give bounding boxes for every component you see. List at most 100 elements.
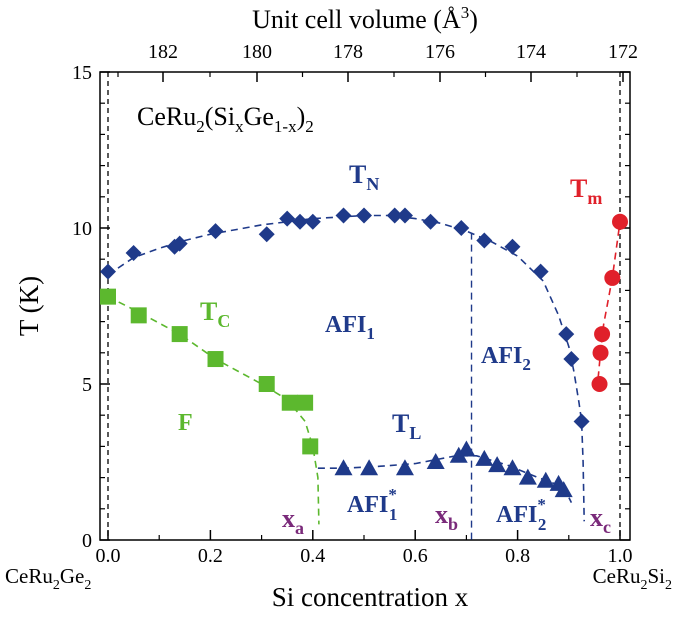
top-tick-label: 176 [425, 41, 455, 63]
curve-label-main: T [570, 174, 587, 203]
x-axis-label: Si concentration x [272, 582, 469, 612]
tl-point [457, 440, 476, 457]
critical-point-main: x [590, 503, 603, 532]
x-tick-label: 0.6 [403, 545, 428, 567]
curve-label-tn: TN [349, 160, 379, 194]
tc-point [302, 438, 319, 455]
y-tick-label: 15 [72, 62, 92, 84]
tc-point [130, 307, 147, 324]
region-label-main: AFI [481, 343, 522, 369]
critical-point-sub: a [295, 518, 304, 538]
left-end-label-sub: 2 [84, 578, 91, 593]
curve-label-main: T [200, 297, 217, 326]
curve-label-sub: m [587, 188, 602, 208]
top-tick-label: 180 [242, 41, 272, 63]
curve-label-main: T [349, 160, 366, 189]
top-axis-label-end: ) [469, 5, 478, 34]
top-tick-label: 172 [608, 41, 638, 63]
x-tick-label: 0.8 [505, 545, 530, 567]
plot-frame [99, 71, 631, 541]
region-label-main: AFI [325, 312, 366, 338]
y-tick-label: 10 [72, 218, 92, 240]
region-label-sub: 2 [538, 515, 547, 534]
curve-label-sub: C [217, 311, 230, 331]
curve-label-sub: N [366, 174, 379, 194]
tl-point [536, 471, 555, 488]
left-end-label-base: CeRu [5, 564, 53, 588]
x-tick-label: 0.2 [198, 545, 223, 567]
compound-title-part: ) [297, 102, 306, 131]
critical-point-xb: xb [435, 500, 458, 534]
tc-point [258, 376, 275, 392]
top-axis-label-text: Unit cell volume (Å [252, 5, 461, 34]
curve-label-tc: TC [200, 297, 230, 331]
tm-point [592, 344, 609, 361]
tn-point [504, 238, 521, 255]
compound-title-sub: 1-x [274, 117, 297, 136]
tm-point [604, 269, 621, 286]
tn-point [258, 226, 275, 243]
compound-title: CeRu2(SixGe1-x)2 [137, 102, 314, 136]
tl-point [503, 459, 522, 476]
critical-point-main: x [435, 500, 448, 529]
curve-label-tl: TL [392, 409, 421, 443]
region-label-sup: * [388, 485, 397, 504]
tn-point [100, 263, 116, 280]
region-label-sub: 1 [366, 324, 375, 343]
tl-point [395, 459, 414, 476]
tn-point [171, 235, 188, 252]
axes-layer: 0.0 0.2 0.4 0.6 0.8 1.0 0 5 10 15 182 180 178 176 174 1… [5, 3, 672, 612]
tn-point [279, 210, 296, 227]
region-label-afi1: AFI1 [325, 312, 375, 343]
x-tick-label: 0.0 [96, 545, 121, 567]
tc-point [281, 394, 298, 411]
critical-point-xc: xc [590, 503, 611, 537]
region-label-afi2: AFI2 [481, 343, 531, 374]
region-label-sup: * [537, 495, 546, 514]
tl-point [518, 468, 537, 485]
tc-guide-curve [107, 295, 320, 525]
tn-point [396, 207, 413, 224]
tn-point [125, 244, 142, 261]
tn-point [563, 351, 580, 368]
region-label-afi1star: AFI* 1 [347, 485, 397, 524]
x-tick-label: 0.4 [300, 545, 325, 567]
tn-point [573, 413, 590, 430]
tm-point [594, 326, 611, 343]
tl-point [334, 459, 353, 476]
top-tick-label: 182 [148, 41, 178, 63]
tl-point [360, 459, 379, 476]
tc-point [100, 288, 116, 305]
tc-point [171, 326, 188, 343]
region-label-main: AFI [347, 492, 388, 518]
data-points-layer [100, 207, 628, 498]
tm-point [612, 213, 628, 230]
y-axis-label: T (K) [14, 276, 44, 336]
compound-title-part: CeRu [137, 102, 196, 131]
tn-point [476, 232, 493, 249]
tn-point [422, 213, 439, 230]
tl-point [488, 456, 507, 473]
right-end-label-base: CeRu [593, 564, 641, 588]
tn-point [335, 207, 352, 224]
right-end-label: CeRu2Si2 [593, 564, 672, 593]
curve-label-sub: L [409, 423, 421, 443]
y-tick-label: 0 [82, 530, 92, 552]
region-label-main: F [178, 410, 193, 436]
tn-point [356, 207, 372, 224]
compound-title-sub: 2 [196, 117, 205, 136]
top-axis-label-sup: 3 [461, 3, 470, 22]
tn-point [292, 213, 308, 230]
compound-title-sub: 2 [305, 117, 314, 136]
region-label-sub: 2 [522, 355, 531, 374]
top-axis-label: Unit cell volume (Å3) [252, 3, 478, 34]
right-end-label-sub: 2 [665, 578, 672, 593]
compound-title-part: Ge [244, 102, 274, 131]
tn-point [453, 220, 470, 236]
left-end-label-mid: Ge [60, 564, 85, 588]
left-end-label-sub: 2 [53, 578, 60, 593]
tc-point [297, 394, 314, 411]
critical-point-xa: xa [282, 504, 304, 538]
